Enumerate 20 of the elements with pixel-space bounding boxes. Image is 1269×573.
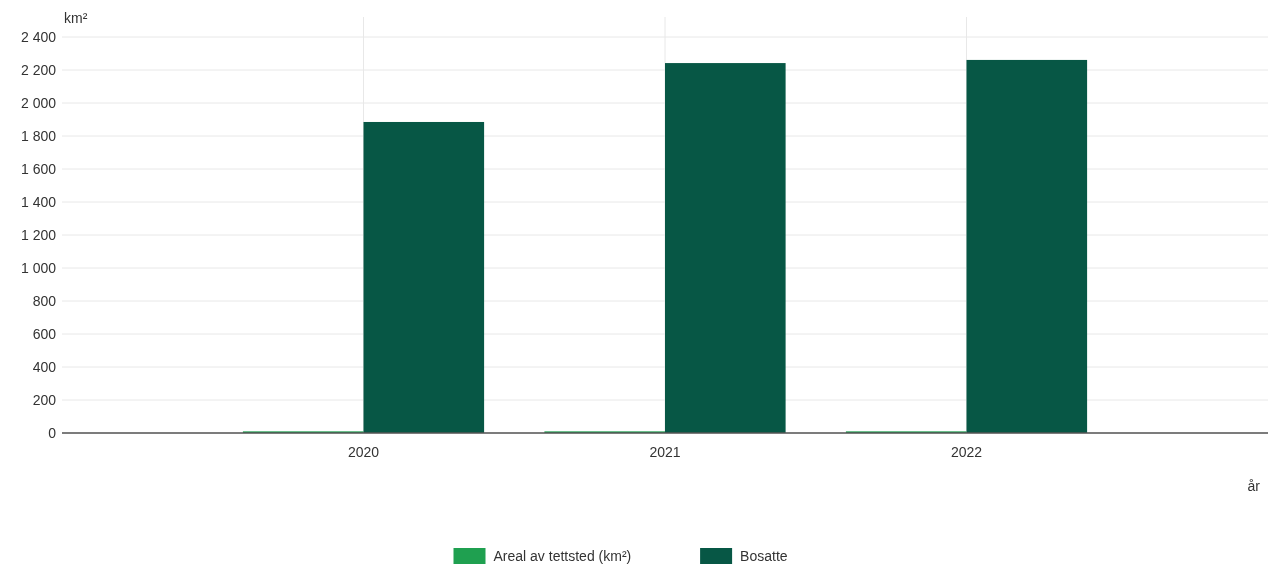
y-tick-label: 2 400: [20, 28, 57, 45]
y-tick-label: 600: [32, 325, 57, 342]
y-tick-label: 1 400: [20, 193, 57, 210]
x-tick-label: 2022: [950, 444, 983, 460]
legend-label: Bosatte: [740, 547, 788, 564]
y-tick-label: 0: [48, 424, 57, 441]
x-tick-label: 2020: [347, 444, 380, 460]
legend-label: Areal av tettsted (km²): [493, 547, 632, 564]
y-tick-label: 1 600: [20, 160, 57, 177]
x-tick-label: 2021: [649, 444, 681, 460]
y-tick-label: 1 800: [20, 127, 57, 144]
y-tick-label: 2 200: [20, 61, 57, 78]
y-tick-label: 200: [32, 391, 57, 408]
x-axis-title: år: [1247, 478, 1261, 494]
y-tick-label: 2 000: [20, 94, 57, 111]
y-tick-label: 1 000: [20, 259, 57, 276]
y-tick-label: 400: [32, 358, 57, 375]
y-tick-label: 1 200: [20, 226, 57, 243]
y-axis-title: km²: [64, 10, 88, 26]
y-tick-label: 800: [32, 292, 57, 309]
